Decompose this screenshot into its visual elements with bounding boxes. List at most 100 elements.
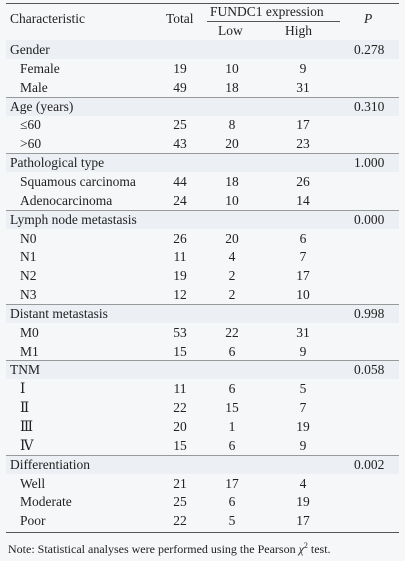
- row-label: N3: [20, 287, 37, 303]
- cell: 25: [173, 117, 187, 133]
- group-name: Lymph node metastasis: [10, 211, 137, 227]
- row-label: Ⅰ: [20, 381, 26, 397]
- rule: [6, 360, 399, 362]
- cell: 11: [173, 249, 187, 265]
- cell: 5: [299, 381, 307, 397]
- header: Total: [166, 11, 194, 26]
- cell: 7: [299, 400, 307, 416]
- p-value: 0.278: [354, 42, 385, 57]
- cell: 15: [225, 400, 239, 416]
- rule: [6, 532, 399, 534]
- cell: 24: [173, 192, 187, 208]
- header: FUNDC1 expression: [210, 4, 324, 19]
- row-label: Male: [20, 79, 48, 95]
- p-value: 0.058: [354, 362, 385, 378]
- cell: 31: [296, 79, 310, 95]
- cell: 17: [225, 475, 239, 491]
- cell: 17: [296, 117, 310, 133]
- cell: 31: [296, 324, 310, 340]
- row-label: M1: [20, 343, 39, 359]
- cell: 2: [228, 268, 236, 284]
- cell: 6: [228, 343, 236, 359]
- p-value: 0.002: [354, 456, 385, 472]
- group-row: [6, 360, 399, 380]
- row-label: N1: [20, 249, 37, 265]
- cell: 9: [299, 437, 307, 453]
- cell: 4: [228, 249, 236, 265]
- cell: 15: [173, 437, 187, 453]
- group-name: Gender: [10, 42, 50, 57]
- rule: [6, 303, 399, 305]
- cell: 19: [173, 60, 187, 76]
- cell: 6: [228, 381, 236, 397]
- header: P: [364, 11, 373, 26]
- row-label: ≤60: [20, 117, 41, 133]
- group-name: Distant metastasis: [10, 305, 108, 321]
- cell: 26: [296, 173, 310, 189]
- group-name: TNM: [10, 362, 40, 378]
- cell: 17: [296, 268, 310, 284]
- note-text: test.: [307, 542, 331, 556]
- row-label: N2: [20, 268, 37, 284]
- group-name: Pathological type: [10, 155, 105, 171]
- p-value: 0.310: [354, 98, 385, 114]
- cell: 20: [225, 230, 239, 246]
- row-label: Squamous carcinoma: [20, 173, 136, 189]
- row-label: M0: [20, 324, 39, 340]
- note: Note: Statistical analyses were performe…: [8, 536, 331, 559]
- rule: [6, 3, 399, 4]
- cell: 10: [225, 60, 239, 76]
- cell: 5: [228, 513, 236, 529]
- cell: 23: [296, 136, 310, 152]
- row-label: Poor: [20, 513, 46, 529]
- cell: 18: [225, 173, 239, 189]
- cell: 6: [299, 230, 307, 246]
- cell: 53: [173, 324, 187, 340]
- row-label: Ⅱ: [20, 400, 30, 416]
- cell: 22: [173, 513, 187, 529]
- p-value: 0.998: [354, 305, 385, 321]
- p-value: 0.000: [354, 211, 385, 227]
- cell: 12: [173, 287, 187, 303]
- cell: 1: [228, 419, 236, 434]
- cell: 9: [299, 343, 307, 359]
- cell: 19: [296, 494, 310, 510]
- cell: 8: [228, 117, 236, 133]
- cell: 7: [299, 249, 307, 265]
- rule: [6, 96, 399, 98]
- row-label: Well: [20, 475, 46, 491]
- cell: 10: [225, 192, 239, 208]
- cell: 43: [173, 136, 187, 152]
- cell: 2: [228, 287, 236, 303]
- header: Low: [218, 23, 243, 38]
- rule: [6, 209, 399, 211]
- cell: 26: [173, 230, 187, 246]
- row-label: Ⅲ: [20, 419, 34, 434]
- cell: 20: [173, 419, 187, 434]
- cell: 14: [296, 192, 310, 208]
- rule: [6, 454, 399, 456]
- row-label: Adenocarcinoma: [20, 192, 113, 208]
- row-label: Female: [20, 60, 60, 76]
- row-label: Moderate: [20, 494, 72, 510]
- row-label: >60: [20, 136, 42, 152]
- cell: 20: [225, 136, 239, 152]
- note-text: Note: Statistical analyses were performe…: [8, 542, 299, 556]
- cell: 6: [228, 494, 236, 510]
- rule: [6, 153, 399, 155]
- group-row: [6, 96, 399, 116]
- group-row: [6, 454, 399, 474]
- cell: 9: [299, 60, 307, 76]
- cell: 49: [173, 79, 187, 95]
- cell: 4: [299, 475, 307, 491]
- group-row: [6, 40, 399, 59]
- cell: 18: [225, 79, 239, 95]
- group-name: Differentiation: [10, 456, 90, 472]
- note-symbol: χ: [298, 542, 304, 556]
- p-value: 1.000: [354, 155, 385, 171]
- cell: 25: [173, 494, 187, 510]
- header: Characteristic: [10, 11, 85, 26]
- group-row: [6, 209, 399, 229]
- cell: 19: [173, 268, 187, 284]
